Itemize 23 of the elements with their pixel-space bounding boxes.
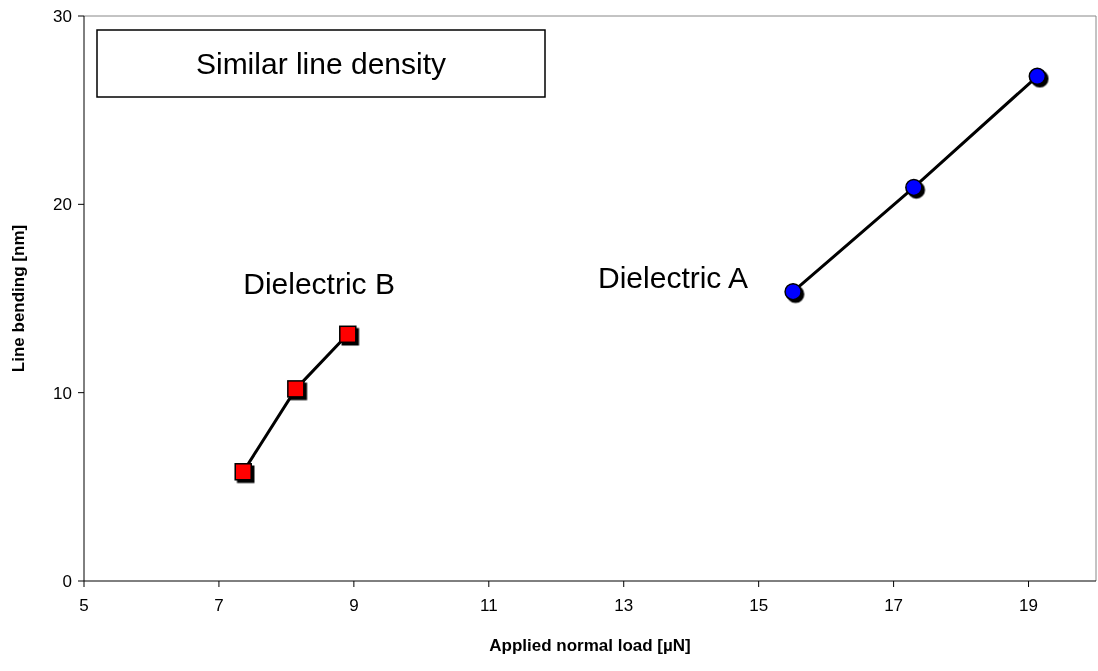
- x-tick-label: 13: [614, 596, 634, 615]
- y-axis-title: Line bending [nm]: [9, 224, 28, 373]
- series-label: Dielectric A: [598, 260, 749, 294]
- x-tick-label: 15: [749, 596, 769, 615]
- x-tick-label: 17: [884, 596, 904, 615]
- x-tick-label: 11: [479, 596, 498, 615]
- y-tick-label: 0: [62, 572, 72, 591]
- point: [1028, 67, 1047, 86]
- y-tick-label: 10: [53, 383, 72, 403]
- point: [234, 463, 252, 481]
- y-tick-label: 20: [53, 195, 72, 215]
- x-axis-title: Applied normal load [µN]: [489, 636, 691, 655]
- point: [339, 325, 357, 344]
- x-tick-label: 19: [1019, 596, 1038, 615]
- point: [905, 178, 923, 197]
- x-tick-label: 5: [79, 596, 89, 615]
- x-tick-label: 9: [349, 596, 359, 615]
- y-tick-label: 30: [53, 7, 72, 26]
- x-tick-label: 7: [214, 596, 224, 615]
- series-label: Dielectric B: [243, 267, 395, 301]
- annotation: Similar line density: [195, 47, 447, 80]
- point: [287, 380, 305, 398]
- point: [784, 282, 802, 301]
